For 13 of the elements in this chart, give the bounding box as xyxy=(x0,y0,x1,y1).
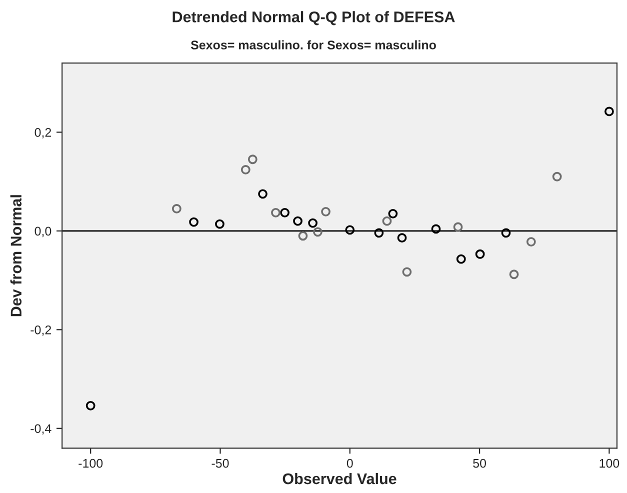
y-tick-label: 0,0 xyxy=(34,226,52,238)
x-tick-label: 50 xyxy=(473,458,486,468)
y-tick-label: 0,2 xyxy=(34,128,52,138)
y-axis-title: Dev from Normal xyxy=(10,195,22,316)
x-tick-label: -50 xyxy=(212,458,229,468)
y-tick-label: -0,4 xyxy=(30,424,52,435)
x-tick-label: 100 xyxy=(600,458,620,468)
x-tick-label: -100 xyxy=(78,458,103,468)
chart-subtitle: Sexos= masculino. for Sexos= masculino xyxy=(190,40,436,50)
y-tick-label: -0,2 xyxy=(30,325,52,336)
chart-title: Detrended Normal Q-Q Plot of DEFESA xyxy=(172,11,455,26)
x-tick-label: 0 xyxy=(346,458,353,468)
x-axis-title: Observed Value xyxy=(282,472,396,484)
